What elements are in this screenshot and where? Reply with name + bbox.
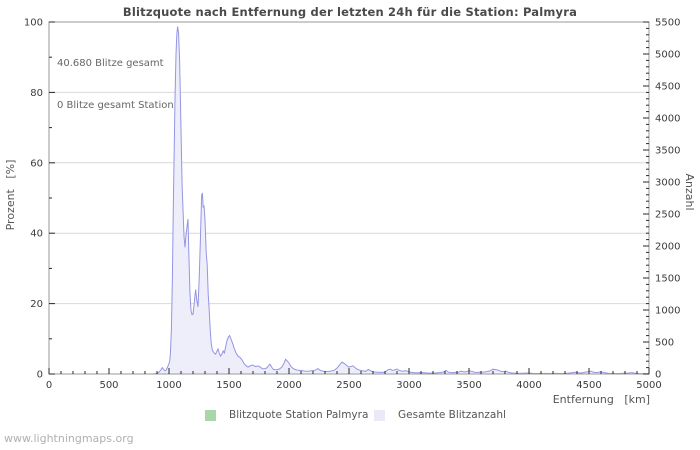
svg-text:2500: 2500 [655,210,680,221]
axis-ticks [48,21,650,375]
svg-text:5000: 5000 [655,50,680,61]
svg-text:2500: 2500 [336,380,361,391]
annotation-line-station: 0 Blitze gesamt Station [57,100,174,111]
legend-item-total-count: Gesamte Blitzanzahl [374,409,506,421]
svg-text:3500: 3500 [456,380,481,391]
chart-title: Blitzquote nach Entfernung der letzten 2… [122,5,578,19]
svg-text:500: 500 [99,380,118,391]
svg-text:1500: 1500 [216,380,241,391]
svg-text:2000: 2000 [655,242,680,253]
svg-text:3000: 3000 [655,178,680,189]
legend-label-total: Gesamte Blitzanzahl [398,409,506,421]
svg-text:1000: 1000 [156,380,181,391]
svg-text:5500: 5500 [655,18,680,29]
y-axis-label-left: Prozent [%] [4,159,17,231]
svg-text:5000: 5000 [636,380,661,391]
svg-text:4000: 4000 [516,380,541,391]
axis-tick-labels: 0 500 1000 1500 2000 2500 3000 3500 4000 4500 5000… [24,18,681,392]
svg-text:3000: 3000 [396,380,421,391]
svg-text:1000: 1000 [655,306,680,317]
svg-text:40: 40 [30,229,43,240]
watermark-url: www.lightningmaps.org [4,432,134,445]
annotation-line-total: 40.680 Blitze gesamt [57,58,164,69]
svg-text:20: 20 [30,299,43,310]
svg-text:500: 500 [655,338,674,349]
legend-swatch-station [205,409,216,421]
legend-label-station: Blitzquote Station Palmyra [229,409,369,421]
legend-item-station-quote: Blitzquote Station Palmyra [205,409,368,421]
total-strikes-annotation: 40.680 Blitze gesamt 0 Blitze gesamt Sta… [57,29,174,141]
svg-text:0: 0 [655,370,661,381]
svg-text:80: 80 [30,88,43,99]
svg-text:3500: 3500 [655,146,680,157]
svg-text:1500: 1500 [655,274,680,285]
legend-swatch-total [374,409,385,421]
svg-text:4500: 4500 [655,82,680,93]
svg-text:2000: 2000 [276,380,301,391]
svg-text:100: 100 [24,18,43,29]
svg-text:4000: 4000 [655,114,680,125]
x-axis-label: Entfernung [km] [552,393,650,406]
svg-text:0: 0 [46,380,52,391]
y-axis-label-right: Anzahl [683,173,696,211]
svg-text:4500: 4500 [576,380,601,391]
svg-text:0: 0 [37,370,43,381]
svg-text:60: 60 [30,158,43,169]
